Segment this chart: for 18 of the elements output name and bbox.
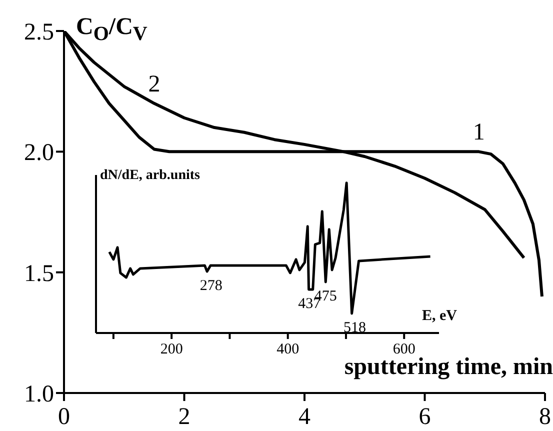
y-axis-title: dN/dE, arb.units bbox=[100, 168, 200, 184]
y-tick-label: 2.0 bbox=[24, 140, 54, 166]
series-label: 2 bbox=[148, 71, 160, 98]
x-tick-label: 4 bbox=[298, 404, 310, 430]
y-axis-title: C$_{O}$/C$_{V}$ bbox=[76, 14, 148, 46]
x-tick-label: 8 bbox=[539, 404, 551, 430]
x-tick-label: 6 bbox=[418, 404, 431, 430]
y-tick-label: 1.0 bbox=[24, 382, 54, 408]
y-tick-label: 2.5 bbox=[24, 20, 54, 46]
x-tick-label: 2 bbox=[178, 404, 190, 430]
annotation: 278 bbox=[200, 278, 222, 294]
x-tick-label: 400 bbox=[276, 342, 300, 358]
x-axis-title: E, eV bbox=[422, 308, 457, 325]
annotation: 518 bbox=[343, 320, 366, 336]
series-label: 1 bbox=[472, 120, 485, 146]
y-tick-label: 1.5 bbox=[24, 260, 54, 287]
x-tick-label: 200 bbox=[160, 342, 183, 358]
x-tick-label: 0 bbox=[58, 404, 70, 430]
